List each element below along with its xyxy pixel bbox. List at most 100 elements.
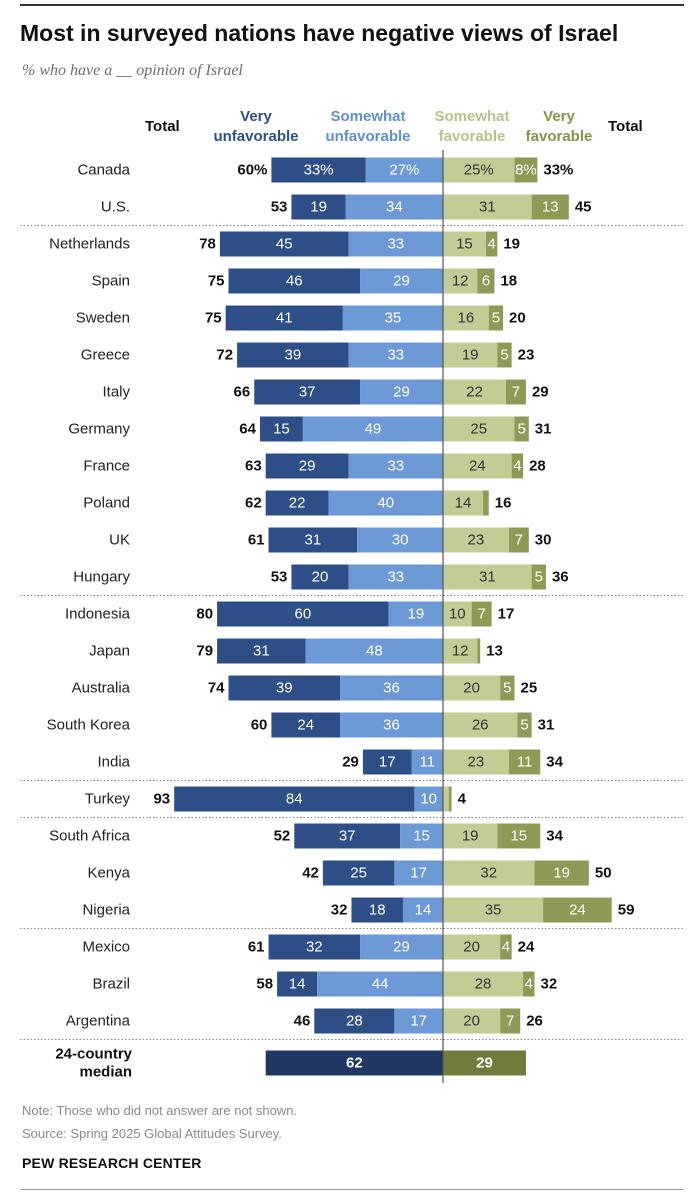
total-favorable-kenya: 50 (595, 865, 612, 882)
bar-somewhat-unfavorable-nigeria (402, 897, 443, 923)
bar-very-unfavorable-france (265, 453, 349, 479)
bar-somewhat-favorable-italy (443, 379, 506, 405)
value-somewhat-unfavorable-poland: 40 (377, 495, 394, 512)
bar-very-favorable-nigeria (543, 897, 612, 923)
median-label-line1: 24-country (55, 1046, 132, 1063)
value-very-favorable-mexico: 4 (502, 939, 510, 956)
value-somewhat-favorable-germany: 25 (470, 421, 487, 438)
total-unfavorable-germany: 64 (239, 421, 256, 438)
total-unfavorable-india: 29 (342, 754, 359, 771)
bar-very-unfavorable-brazil (277, 971, 318, 997)
bar-very-favorable-indonesia (471, 601, 492, 627)
value-very-unfavorable-germany: 15 (273, 421, 290, 438)
value-very-unfavorable-canada: 33% (304, 162, 334, 179)
country-label-turkey: Turkey (85, 791, 131, 808)
bar-somewhat-favorable-indonesia (443, 601, 472, 627)
bar-very-unfavorable-indonesia (217, 601, 389, 627)
country-label-australia: Australia (72, 680, 131, 697)
bar-somewhat-unfavorable-japan (305, 638, 443, 664)
country-label-netherlands: Netherlands (49, 236, 130, 253)
chart-title: Most in surveyed nations have negative v… (20, 20, 619, 46)
value-somewhat-unfavorable-japan: 48 (366, 643, 383, 660)
value-very-favorable-sweden: 5 (492, 310, 500, 327)
value-very-favorable-netherlands: 4 (487, 236, 495, 253)
country-label-hungary: Hungary (73, 569, 130, 586)
value-somewhat-favorable-argentina: 20 (463, 1013, 480, 1030)
bar-somewhat-favorable-argentina (443, 1008, 501, 1034)
bar-very-favorable-australia (500, 675, 515, 701)
total-favorable-greece: 23 (518, 347, 535, 364)
country-label-japan: Japan (89, 643, 130, 660)
header-very-unfavorable: Very unfavorable (213, 108, 299, 145)
bar-very-unfavorable-south-africa (294, 823, 401, 849)
country-label-south-korea: South Korea (47, 717, 131, 734)
bar-very-favorable-poland (483, 490, 489, 516)
bar-very-favorable-turkey (448, 786, 452, 812)
bar-very-favorable-hungary (531, 564, 546, 590)
value-very-favorable-germany: 5 (517, 421, 525, 438)
bar-somewhat-favorable-u-s- (443, 194, 532, 220)
total-unfavorable-italy: 66 (234, 384, 251, 401)
bar-somewhat-favorable-india (443, 749, 509, 775)
value-somewhat-unfavorable-turkey: 10 (420, 791, 437, 808)
value-somewhat-unfavorable-u-s-: 34 (386, 199, 403, 216)
country-label-italy: Italy (102, 384, 130, 401)
total-favorable-australia: 25 (521, 680, 538, 697)
bottom-rule (20, 1189, 684, 1190)
total-unfavorable-canada: 60% (237, 162, 267, 179)
total-favorable-argentina: 26 (526, 1013, 543, 1030)
total-favorable-south-korea: 31 (538, 717, 555, 734)
value-somewhat-unfavorable-argentina: 17 (410, 1013, 427, 1030)
bar-very-favorable-italy (505, 379, 526, 405)
header-very-favorable: Very favorable (525, 108, 593, 145)
value-somewhat-unfavorable-netherlands: 33 (387, 236, 404, 253)
bar-somewhat-unfavorable-turkey (414, 786, 443, 812)
bar-very-unfavorable-germany (259, 416, 303, 442)
value-very-unfavorable-spain: 46 (286, 273, 303, 290)
value-somewhat-favorable-mexico: 20 (463, 939, 480, 956)
country-label-sweden: Sweden (76, 310, 130, 327)
total-favorable-indonesia: 17 (498, 606, 515, 623)
value-somewhat-unfavorable-greece: 33 (387, 347, 404, 364)
total-favorable-turkey: 4 (458, 791, 467, 808)
country-label-spain: Spain (92, 273, 130, 290)
bar-very-favorable-uk (508, 527, 529, 553)
value-very-favorable-argentina: 7 (506, 1013, 514, 1030)
total-unfavorable-sweden: 75 (205, 310, 222, 327)
bar-somewhat-favorable-spain (443, 268, 478, 294)
bar-somewhat-unfavorable-india (411, 749, 443, 775)
bar-very-unfavorable-poland (265, 490, 329, 516)
value-somewhat-unfavorable-hungary: 33 (387, 569, 404, 586)
value-very-unfavorable-indonesia: 60 (295, 606, 312, 623)
bar-somewhat-unfavorable-argentina (394, 1008, 443, 1034)
value-somewhat-favorable-india: 23 (468, 754, 485, 771)
header-total-left: Total (145, 118, 180, 135)
value-very-favorable-kenya: 19 (553, 865, 570, 882)
value-very-unfavorable-south-africa: 37 (339, 828, 356, 845)
value-somewhat-unfavorable-spain: 29 (393, 273, 410, 290)
value-somewhat-favorable-australia: 20 (463, 680, 480, 697)
chart-subtitle: % who have a __ opinion of Israel (22, 62, 243, 79)
bar-very-favorable-mexico (500, 934, 512, 960)
bar-very-unfavorable-uk (268, 527, 358, 553)
country-label-india: India (97, 754, 130, 771)
value-very-favorable-nigeria: 24 (569, 902, 586, 919)
bar-very-unfavorable-italy (254, 379, 361, 405)
bar-median-unfavorable (265, 1050, 443, 1076)
bar-somewhat-unfavorable-u-s- (345, 194, 443, 220)
bar-very-favorable-germany (514, 416, 529, 442)
bar-somewhat-favorable-canada (443, 157, 515, 183)
value-very-unfavorable-italy: 37 (299, 384, 316, 401)
bar-very-unfavorable-u-s- (291, 194, 346, 220)
bar-very-unfavorable-greece (237, 342, 349, 368)
value-somewhat-unfavorable-brazil: 44 (372, 976, 389, 993)
value-very-unfavorable-australia: 39 (276, 680, 293, 697)
bar-somewhat-favorable-turkey (443, 786, 449, 812)
country-label-argentina: Argentina (66, 1013, 131, 1030)
header-somewhat-unfavorable: Somewhat unfavorable (325, 108, 411, 145)
country-label-kenya: Kenya (87, 865, 130, 882)
value-somewhat-unfavorable-india: 11 (419, 754, 435, 771)
value-somewhat-favorable-italy: 22 (466, 384, 483, 401)
brand-logo-text: PEW RESEARCH CENTER (22, 1155, 202, 1171)
value-very-unfavorable-nigeria: 18 (369, 902, 386, 919)
